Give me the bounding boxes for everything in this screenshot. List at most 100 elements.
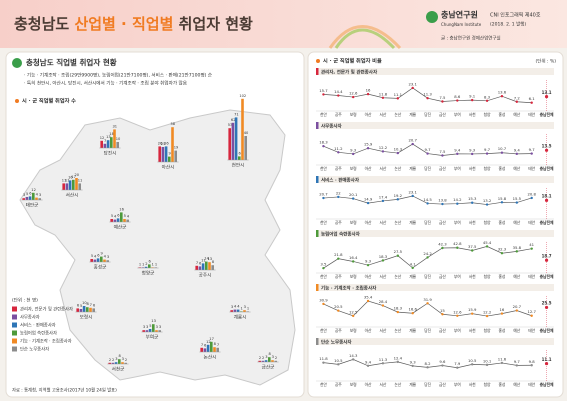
legend-label: 기능 · 기계조작 · 조립종사자 <box>20 338 72 345</box>
bar <box>93 259 97 262</box>
bar-value: 8 <box>214 342 217 346</box>
bar-value: 8 <box>86 302 89 306</box>
bar <box>108 362 111 364</box>
x-tick-label: 보령 <box>350 382 357 387</box>
point-value: 15 <box>440 308 445 313</box>
region-label: 공주시 <box>199 273 212 279</box>
x-tick-label: 논산 <box>394 382 401 387</box>
bar-value: 17 <box>209 337 214 341</box>
bar <box>231 122 235 160</box>
point <box>515 364 519 367</box>
bar-value: 2 <box>259 356 261 360</box>
bar <box>110 137 113 148</box>
point-value: 16.6 <box>408 307 417 312</box>
bar <box>148 329 152 332</box>
point <box>515 100 519 103</box>
org-name: 충남연구원 <box>441 10 478 20</box>
x-tick-label: 홍성 <box>498 382 505 387</box>
bar-value: 3 <box>107 255 109 259</box>
point <box>337 309 340 312</box>
bar-value: 1 <box>240 306 242 310</box>
chart-strip <box>316 338 554 345</box>
region-label: 논산시 <box>204 354 217 361</box>
bar-value: 3 <box>265 355 267 359</box>
region-label: 부여군 <box>146 334 159 341</box>
x-tick-label: 천안 <box>320 166 327 171</box>
x-tick-label: 보령 <box>350 166 357 171</box>
bar-value: 58 <box>171 122 176 126</box>
bar <box>138 267 141 268</box>
point-value: 23.1 <box>408 81 417 86</box>
point <box>411 194 414 198</box>
bar <box>234 117 238 160</box>
point <box>485 314 489 318</box>
section-icon <box>12 58 22 68</box>
point <box>337 195 340 199</box>
point <box>381 199 385 203</box>
point-value: 20.7 <box>408 138 417 143</box>
region-label: 보령시 <box>80 314 93 321</box>
point-value: 3.5 <box>320 262 327 267</box>
x-tick-label: 공주 <box>335 220 342 225</box>
bar-value: 2 <box>145 262 147 266</box>
chart-strip <box>316 284 554 291</box>
point-value: 18.3 <box>394 306 403 311</box>
bar-value: 1 <box>142 262 144 266</box>
bar-value: 3 <box>272 355 274 359</box>
bar <box>25 197 29 200</box>
bar <box>144 266 148 268</box>
point-value: 14.2 <box>453 197 462 202</box>
bar-value: 4 <box>234 305 237 309</box>
region-label: 당진시 <box>104 150 117 157</box>
point <box>366 201 370 205</box>
bar-value: 10 <box>116 137 121 141</box>
bar <box>258 360 261 362</box>
bar-value: 11 <box>65 178 70 182</box>
point <box>351 152 355 156</box>
point-value: 32.3 <box>498 247 507 252</box>
bar-value: 18 <box>109 132 114 136</box>
bullet-dot <box>316 59 320 63</box>
header-band <box>0 0 567 48</box>
point <box>456 366 459 369</box>
x-tick-label: 당진 <box>424 166 431 171</box>
point-value: 10.5 <box>334 358 343 363</box>
bar-value: 9 <box>100 252 103 256</box>
x-tick-label: 논산 <box>394 220 401 225</box>
point <box>500 252 504 255</box>
point-value: 9.7 <box>514 359 521 364</box>
point <box>485 363 489 367</box>
point <box>441 154 444 157</box>
x-tick-label: 태안 <box>528 220 535 225</box>
point <box>500 361 504 365</box>
bar-value: 7 <box>104 139 106 143</box>
bar <box>22 198 25 200</box>
point <box>500 201 504 204</box>
bar-value: 1 <box>155 262 157 266</box>
x-tick-label: 천안 <box>320 328 327 333</box>
bar <box>32 192 35 200</box>
bar-value: 71 <box>234 112 239 116</box>
point-value: 14.4 <box>334 89 343 94</box>
bar-value: 2 <box>262 356 264 360</box>
point <box>411 312 414 315</box>
bar-value: 8 <box>268 352 271 356</box>
x-tick-label: 공주 <box>335 166 342 171</box>
point <box>381 304 385 307</box>
point <box>456 314 459 318</box>
bar <box>261 360 265 362</box>
bar <box>96 258 100 262</box>
point <box>515 152 519 156</box>
point <box>366 92 370 96</box>
bar <box>28 196 32 200</box>
point <box>396 254 400 257</box>
bar-value: 5 <box>124 214 126 218</box>
x-tick-label: 서산 <box>379 328 386 333</box>
total-value: 18.7 <box>542 253 552 258</box>
bar <box>68 180 72 190</box>
x-tick-label: 서천 <box>469 274 476 279</box>
bar-value: 5 <box>111 214 113 218</box>
x-tick-label: 당진 <box>424 328 431 333</box>
bar-value: 4 <box>237 305 240 309</box>
bar <box>203 348 207 352</box>
